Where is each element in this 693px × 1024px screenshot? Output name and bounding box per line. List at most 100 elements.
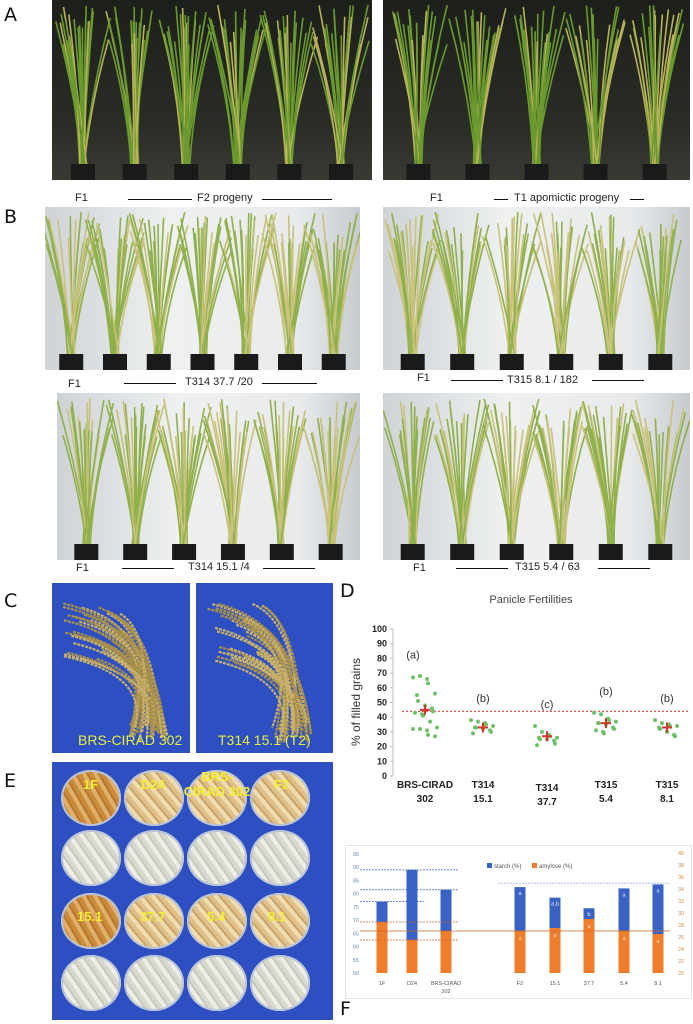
amylose-bar	[652, 934, 664, 973]
panicle	[245, 630, 283, 729]
data-point	[425, 676, 429, 681]
right-y-tick-label: 32	[678, 899, 684, 905]
x-category-label: F2	[517, 981, 523, 987]
chart-title: Panicle Fertilities	[489, 594, 573, 606]
leaf	[565, 18, 593, 167]
data-point	[413, 710, 417, 715]
x-category-label: T315	[595, 780, 618, 791]
panel-b-top-left-f1-caption: F1	[68, 378, 81, 390]
y-tick-label: 50	[377, 698, 387, 708]
data-point	[602, 731, 606, 736]
leaf	[134, 410, 161, 547]
grain-dish	[61, 955, 121, 1011]
x-category-label: T315	[656, 780, 679, 791]
leaf	[609, 227, 616, 357]
leaf	[652, 5, 659, 167]
y-tick-label: 100	[372, 624, 387, 634]
leaf	[183, 16, 190, 167]
leaf	[185, 418, 191, 547]
leaf	[45, 216, 69, 357]
leaf	[184, 430, 188, 547]
leaf	[476, 20, 504, 167]
leaf	[174, 435, 183, 547]
leaf	[163, 33, 191, 167]
starch-letter: a	[656, 888, 660, 894]
leaf	[147, 219, 160, 357]
leaf	[414, 26, 418, 167]
leaf	[514, 233, 525, 357]
data-point	[592, 710, 596, 715]
data-point	[538, 737, 542, 742]
grain-dish	[124, 770, 184, 826]
panel-c-label: C	[4, 590, 18, 612]
panicle	[243, 620, 286, 733]
data-point	[489, 729, 493, 734]
data-point	[476, 719, 480, 724]
right-y-tick-label: 22	[678, 959, 684, 965]
panel-b-bottom-left-group-caption: T314 15.1 /4	[188, 561, 250, 573]
leaf	[67, 237, 76, 357]
leaf	[513, 15, 535, 167]
leaf	[595, 38, 599, 167]
right-y-tick-label: 34	[678, 887, 684, 893]
starch-letter: a	[518, 891, 522, 897]
x-category-label: 5.4	[599, 794, 613, 805]
caption-rule	[128, 199, 192, 200]
starch-letter: a,b	[551, 902, 559, 908]
starch-letter: b	[587, 912, 590, 918]
plant-pot	[269, 544, 294, 560]
data-point	[614, 719, 618, 724]
leaf	[129, 220, 156, 357]
leaf	[418, 5, 430, 167]
leaf	[264, 214, 288, 357]
leaf	[230, 432, 241, 547]
rice-plants	[384, 211, 682, 370]
data-point	[418, 674, 422, 679]
leaf	[45, 243, 74, 357]
data-point	[553, 741, 557, 746]
leaf	[409, 417, 426, 547]
panel-e-label: E	[4, 770, 17, 792]
leaf	[249, 218, 267, 357]
mean-marker	[601, 718, 611, 729]
data-point	[484, 722, 488, 727]
leaf	[248, 234, 259, 357]
y-tick-label: 80	[377, 653, 387, 663]
leaf	[200, 215, 207, 357]
leaf	[598, 436, 610, 547]
leaf	[434, 437, 461, 547]
leaf	[660, 412, 687, 547]
panicle	[98, 606, 153, 730]
leaf	[138, 218, 157, 357]
right-y-tick-label: 28	[678, 923, 684, 929]
leaf	[513, 410, 541, 547]
leaf	[201, 223, 220, 357]
rice-plants	[57, 398, 360, 560]
grain-dish	[124, 830, 184, 886]
significance-letter: (b)	[476, 693, 489, 705]
panel-b-top-right-group-caption: T315 8.1 / 182	[507, 374, 578, 386]
panicle	[93, 629, 160, 733]
left-y-tick-label: 95	[353, 852, 359, 858]
leaf	[461, 421, 488, 547]
grain-dish	[250, 955, 310, 1011]
leaf	[564, 420, 584, 547]
leaf	[394, 17, 423, 167]
amylose-bar	[583, 919, 595, 973]
panicle	[243, 655, 286, 743]
plant-pot	[406, 164, 431, 180]
leaf	[413, 406, 416, 547]
leaf	[631, 20, 654, 167]
leaf	[188, 42, 211, 167]
leaf	[391, 213, 414, 357]
amylose-bar	[618, 931, 630, 973]
y-tick-label: 60	[377, 683, 387, 693]
leaf	[580, 247, 609, 357]
plant-pot	[499, 544, 524, 560]
leaf	[179, 431, 183, 547]
leaf	[133, 33, 139, 167]
leaf	[431, 229, 463, 357]
legend-swatch-starch	[487, 863, 492, 868]
amylose-bar	[406, 940, 418, 973]
amylose-letter: a	[622, 936, 626, 942]
